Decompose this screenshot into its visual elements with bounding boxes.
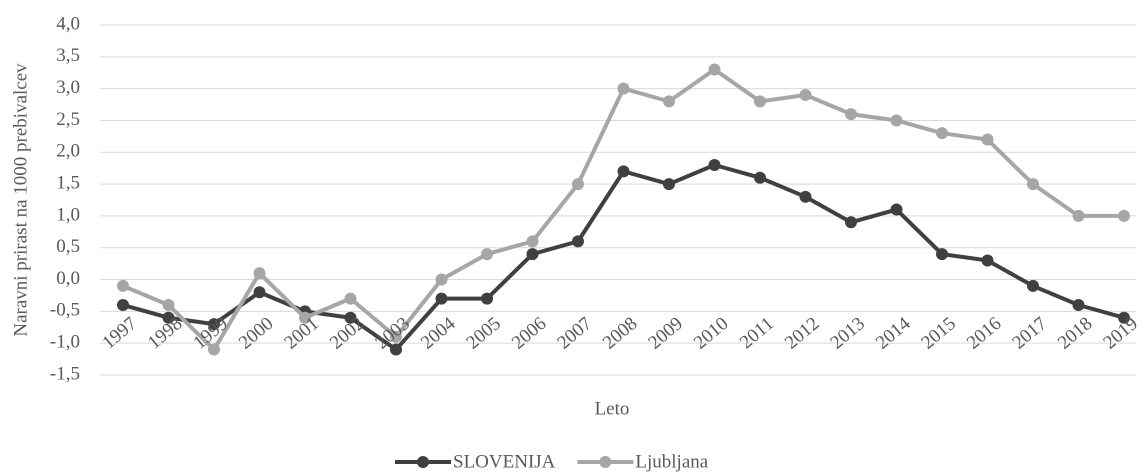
y-tick-label: -0,5 <box>50 300 80 321</box>
point <box>390 343 402 356</box>
point <box>253 286 266 299</box>
point <box>754 171 766 184</box>
point <box>1027 178 1039 191</box>
point <box>435 292 448 305</box>
x-axis-label: Leto <box>595 398 630 419</box>
x-tick-label: 2015 <box>917 313 960 354</box>
point <box>981 254 994 267</box>
point <box>344 311 357 324</box>
point <box>1118 209 1130 222</box>
legend-label: SLOVENIJA <box>453 451 556 472</box>
point <box>1118 311 1130 324</box>
y-axis-label: Naravni prirast na 1000 prebivalcev <box>10 63 31 337</box>
legend-marker <box>599 456 612 468</box>
point <box>117 279 129 292</box>
point <box>435 273 448 286</box>
x-tick-label: 2013 <box>826 313 869 354</box>
x-tick-label: 2006 <box>508 313 551 354</box>
point <box>572 235 584 248</box>
point <box>890 203 903 216</box>
y-tick-label: -1,0 <box>50 332 80 353</box>
point <box>162 299 175 311</box>
point <box>253 267 266 280</box>
x-tick-label: 2011 <box>736 313 778 353</box>
y-tick-label: 0,0 <box>56 268 80 289</box>
point <box>617 82 630 95</box>
y-tick-label: 0,5 <box>56 236 80 257</box>
point <box>754 95 766 108</box>
x-tick-label: 2005 <box>462 313 505 354</box>
x-tick-label: 2001 <box>280 313 323 354</box>
x-tick-label: 2017 <box>1008 313 1051 354</box>
point <box>799 89 812 101</box>
x-tick-label: 2010 <box>690 313 733 354</box>
point <box>481 248 493 261</box>
point <box>390 330 402 343</box>
x-tick-label: 1997 <box>98 313 141 354</box>
y-tick-label: 2,5 <box>56 109 80 130</box>
point <box>799 190 812 203</box>
y-tick-label: 2,0 <box>56 141 80 162</box>
point <box>1072 209 1085 222</box>
point <box>663 95 675 108</box>
x-tick-label: 2008 <box>599 313 642 354</box>
point <box>208 318 220 331</box>
x-tick-label: 2002 <box>326 313 369 354</box>
point <box>1072 299 1085 311</box>
point <box>845 216 857 229</box>
x-tick-label: 2012 <box>781 313 824 354</box>
point <box>344 292 357 305</box>
y-tick-label: 3,0 <box>56 77 80 98</box>
point <box>617 165 630 178</box>
point <box>299 311 311 324</box>
point <box>481 292 493 305</box>
point <box>1027 279 1039 292</box>
y-tick-label: -1,5 <box>50 363 80 384</box>
point <box>526 235 539 248</box>
point <box>708 63 721 76</box>
y-tick-label: 3,5 <box>56 45 80 66</box>
x-tick-label: 2016 <box>963 313 1006 354</box>
x-tick-label: 2014 <box>872 313 915 354</box>
point <box>936 248 948 261</box>
y-tick-label: 1,5 <box>56 172 80 193</box>
point <box>663 178 675 191</box>
point <box>208 343 220 356</box>
legend-marker <box>417 456 429 468</box>
point <box>890 114 903 127</box>
x-tick-label: 2009 <box>644 313 687 354</box>
point <box>572 178 584 191</box>
legend-label: Ljubljana <box>635 451 708 472</box>
y-tick-label: 1,0 <box>56 204 80 225</box>
point <box>526 248 539 261</box>
point <box>936 127 948 140</box>
x-tick-label: 2018 <box>1054 313 1097 354</box>
point <box>117 299 129 311</box>
point <box>981 133 994 146</box>
point <box>845 108 857 121</box>
x-tick-label: 2007 <box>553 313 596 354</box>
y-tick-label: 4,0 <box>56 13 80 34</box>
series-line <box>122 67 1124 352</box>
point <box>708 159 721 171</box>
x-tick-label: 2000 <box>235 313 278 354</box>
point <box>162 311 175 324</box>
